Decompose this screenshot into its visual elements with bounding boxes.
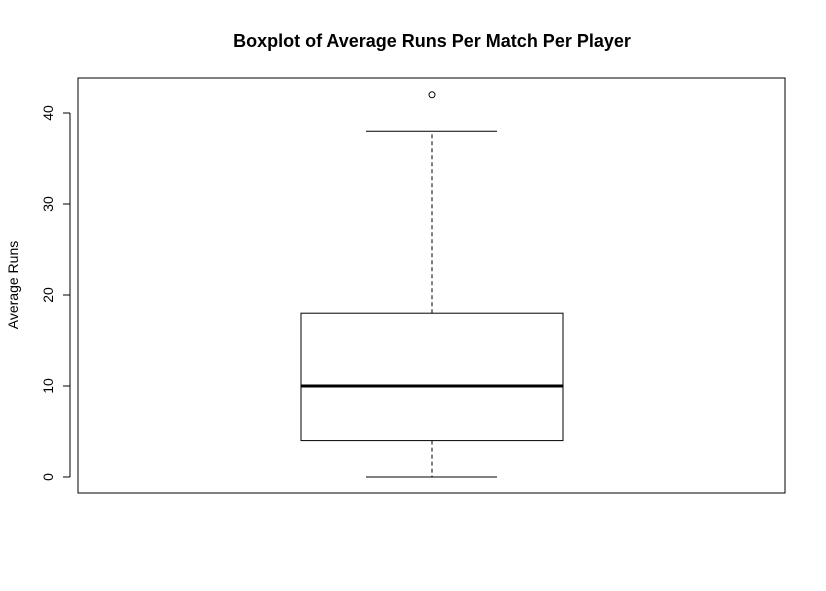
y-axis-label: Average Runs	[5, 241, 21, 329]
y-tick-label: 20	[40, 287, 56, 303]
box-group	[300, 91, 564, 478]
y-tick-label: 10	[40, 378, 56, 394]
y-axis: 0 10 20 30 40	[40, 105, 71, 481]
iqr-box	[300, 312, 564, 442]
chart-title: Boxplot of Average Runs Per Match Per Pl…	[233, 31, 631, 51]
y-tick-label: 40	[40, 105, 56, 121]
y-tick-label: 30	[40, 196, 56, 212]
plot-frame	[77, 77, 786, 494]
y-tick-label: 0	[40, 473, 56, 481]
outlier-point	[428, 91, 436, 99]
